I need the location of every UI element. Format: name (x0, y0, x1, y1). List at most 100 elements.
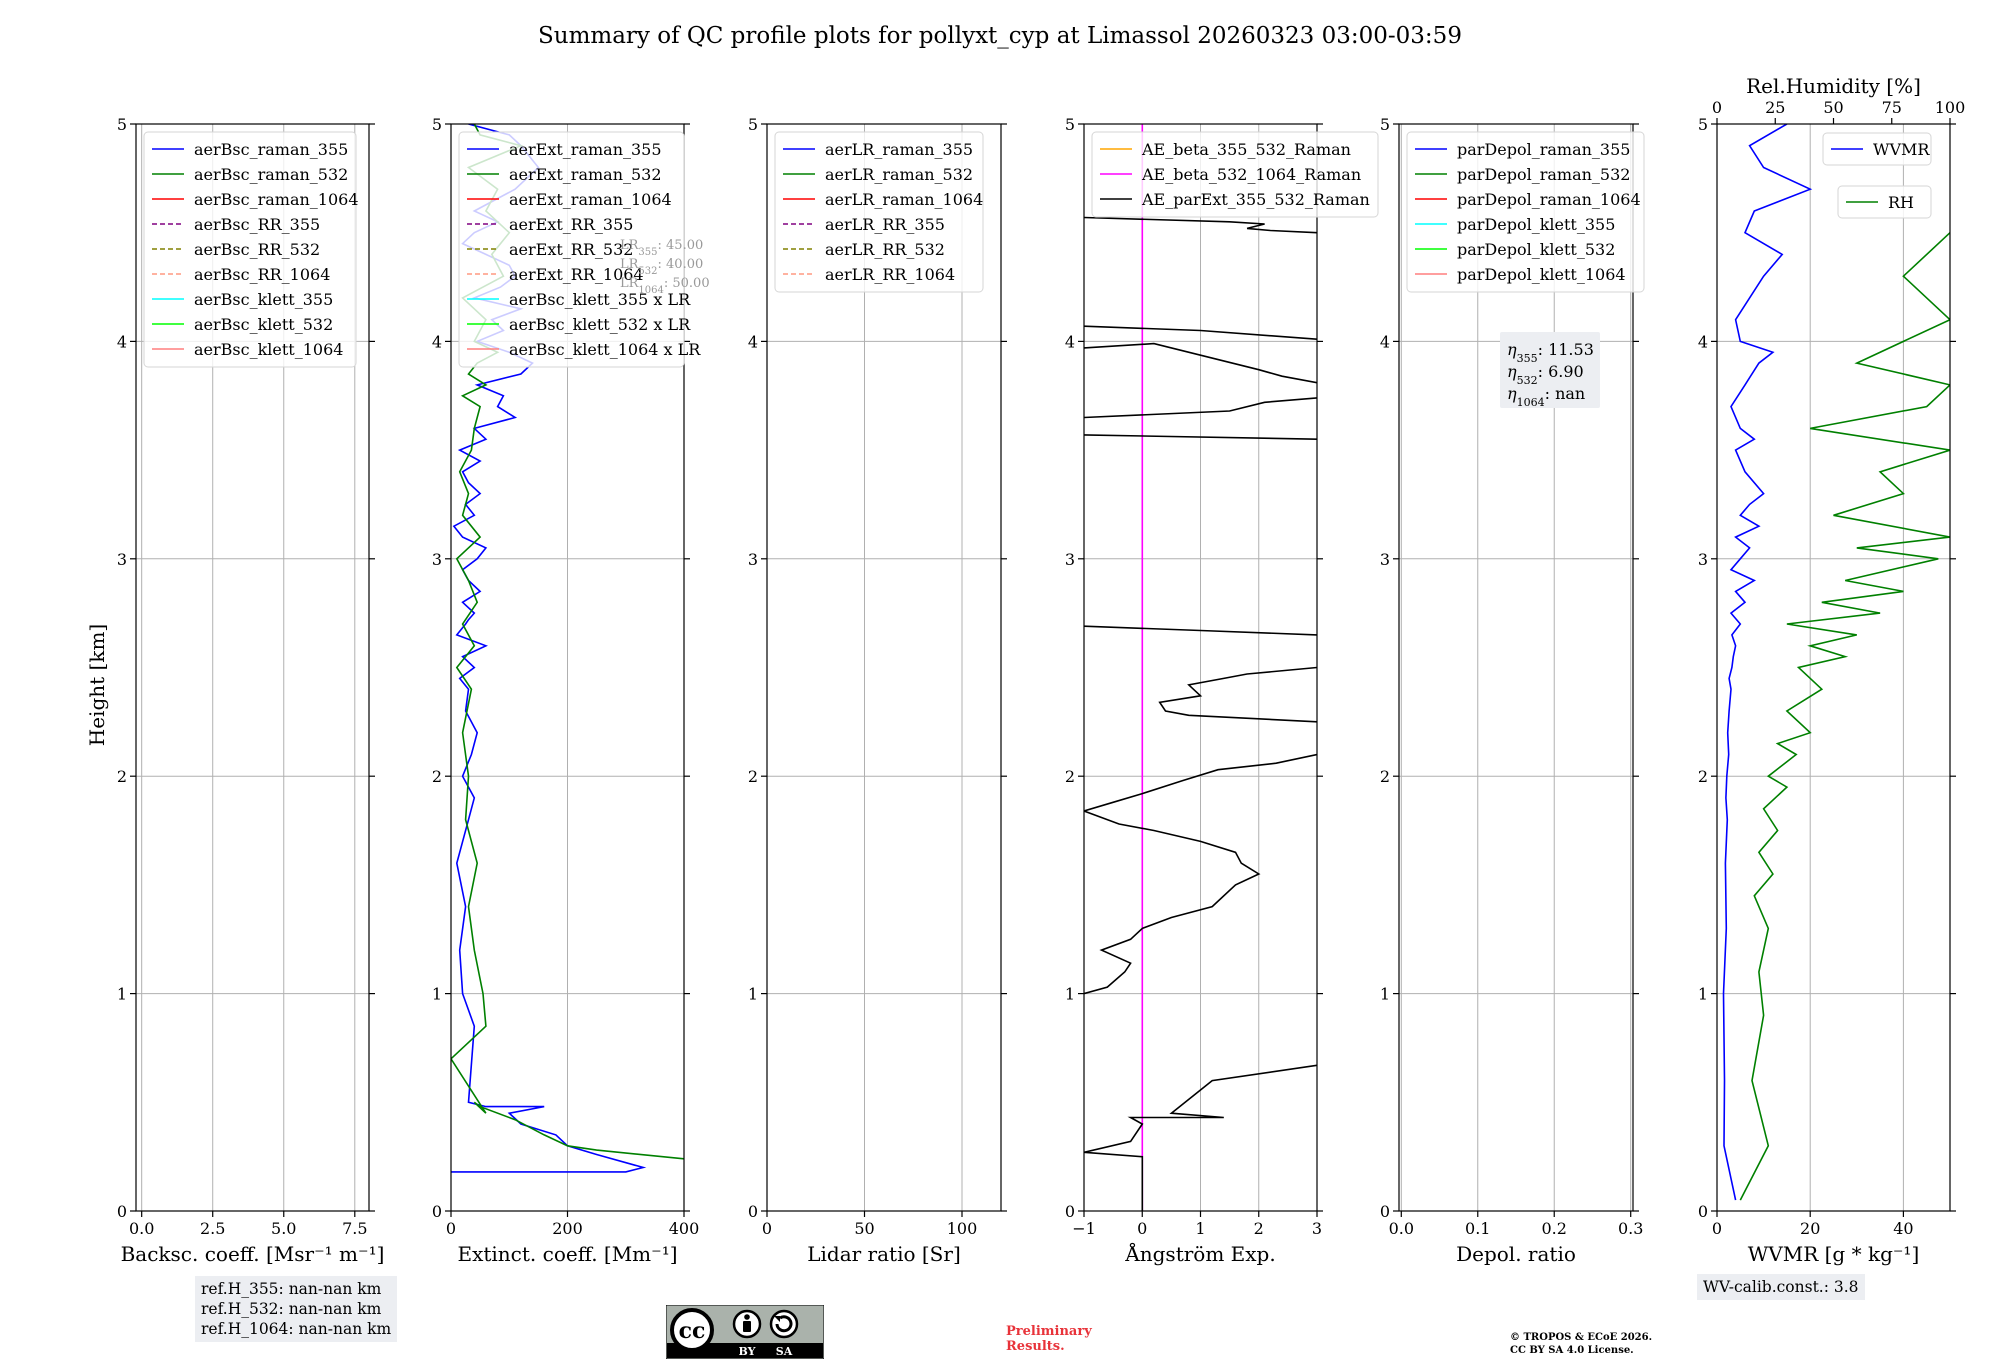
lidar-ratio-annotation: LR1064: 50.00 (620, 276, 710, 296)
legend-label: aerExt_RR_532 (509, 240, 633, 259)
x-tick-label: 50 (854, 1219, 874, 1238)
eta-symbol: η (1507, 384, 1517, 403)
legend-label: aerLR_RR_532 (825, 240, 945, 259)
x-tick-label: 0.2 (1542, 1219, 1567, 1238)
y-tick-label: 0 (1380, 1202, 1390, 1221)
eta-symbol: η (1507, 340, 1517, 359)
y-tick-label: 4 (1065, 332, 1075, 351)
y-tick-label: 1 (1065, 985, 1075, 1004)
x-axis-label: WVMR [g * kg⁻¹] (1748, 1242, 1920, 1266)
series-line-wvmr (1722, 124, 1813, 1201)
legend-label: parDepol_raman_355 (1457, 140, 1630, 159)
legend-box (1837, 185, 1932, 219)
lr-annot-rest: : 40.00 (658, 257, 704, 272)
y-tick-label: 0 (432, 1202, 442, 1221)
eta-label: η532: 6.90 (1507, 362, 1584, 387)
axes-frame (1398, 123, 1634, 1212)
y-tick-label: 0 (748, 1202, 758, 1221)
legend-label: AE_beta_532_1064_Raman (1141, 165, 1361, 184)
legend-label: aerBsc_raman_1064 (194, 190, 359, 209)
legend-bsc: aerBsc_raman_355 aerBsc_raman_532 aerBsc_r… (143, 131, 359, 368)
reference-height-box: ref.H_355: nan-nan km ref.H_532: nan-nan… (195, 1276, 398, 1342)
cc-text: cc (679, 1318, 706, 1344)
series-line-rh (1739, 232, 1950, 1201)
y-tick-label: 3 (432, 550, 442, 569)
y-tick-label: 5 (1065, 115, 1075, 134)
series-line-ae-parext-355-532-raman (1084, 216, 1317, 1211)
copyright-note: © TROPOS & ECoE 2026. CC BY SA 4.0 Licen… (1510, 1331, 1652, 1357)
legend-label: aerExt_raman_355 (509, 140, 662, 159)
x-tick-label: 200 (552, 1219, 583, 1238)
copyright-line-1: © TROPOS & ECoE 2026. (1510, 1332, 1653, 1343)
y-tick-label: 4 (748, 332, 758, 351)
legend-wv-1: RH (1837, 185, 1932, 219)
y-tick-label: 2 (432, 767, 442, 786)
x-tick-label: 0.3 (1618, 1219, 1643, 1238)
x2-tick-label: 75 (1882, 98, 1902, 117)
wv-calib-const: WV-calib.const.: 3.8 (1703, 1278, 1859, 1296)
y-tick-label: 4 (1380, 332, 1390, 351)
x-tick-label: 0.1 (1465, 1219, 1490, 1238)
y-tick-label: 1 (748, 985, 758, 1004)
x-tick-label: −1 (1072, 1219, 1096, 1238)
x2-tick-label: 25 (1765, 98, 1785, 117)
legend-label: aerBsc_RR_1064 (194, 265, 330, 284)
legend-label: aerBsc_raman_355 (194, 140, 348, 159)
x-tick-label: 3 (1312, 1219, 1322, 1238)
preliminary-line-2: Results. (1006, 1339, 1065, 1354)
figure-title: Summary of QC profile plots for pollyxt_… (538, 23, 1462, 49)
y-tick-label: 5 (1698, 115, 1708, 134)
x-tick-label: 7.5 (342, 1219, 367, 1238)
y-axis-label: Height [km] (85, 624, 109, 746)
x-tick-label: 5.0 (271, 1219, 296, 1238)
y-tick-label: 1 (117, 985, 127, 1004)
y-tick-label: 1 (1380, 985, 1390, 1004)
lr-annot-base: LR (620, 276, 640, 291)
legend-wv-0: WVMR (1822, 132, 1932, 166)
y-tick-label: 2 (1380, 767, 1390, 786)
lr-annot-rest: : 50.00 (664, 276, 710, 291)
eta-label: η355: 11.53 (1507, 340, 1594, 365)
legend-label: aerLR_raman_355 (825, 140, 973, 159)
legend-label: aerBsc_klett_355 x LR (509, 290, 691, 309)
legend-label: aerBsc_RR_532 (194, 240, 320, 259)
lr-annot-base: LR (620, 238, 640, 253)
x-tick-label: 400 (669, 1219, 700, 1238)
legend-label: aerExt_raman_1064 (509, 190, 672, 209)
axes-frame (766, 123, 1002, 1212)
cc-icon (670, 1308, 714, 1352)
x-tick-label: 0 (446, 1219, 456, 1238)
lr-annot-sub: 532 (638, 266, 657, 277)
legend-depol: parDepol_raman_355 parDepol_raman_532 parD… (1406, 131, 1645, 293)
x-tick-label: 0 (1137, 1219, 1147, 1238)
legend-ext: aerExt_raman_355 aerExt_raman_532 aerExt_r… (458, 131, 701, 368)
x-tick-label: 0.0 (129, 1219, 154, 1238)
legend-label: aerBsc_klett_1064 (194, 340, 343, 359)
eta-wavelength: 1064 (1517, 396, 1545, 409)
panels: 0 1 2 3 4 5 0.0 2.5 5.0 7.5 Backsc. coeff. [Msr⁻¹ … (117, 74, 1965, 1266)
copyright-line-2: CC BY SA 4.0 License. (1510, 1345, 1634, 1356)
wv-calibration-box: WV-calib.const.: 3.8 (1697, 1274, 1865, 1300)
preliminary-results-note: Preliminary Results. (1006, 1324, 1092, 1354)
legend-label: parDepol_klett_532 (1457, 240, 1615, 259)
x2-tick-label: 100 (1935, 98, 1966, 117)
x-tick-label: 20 (1800, 1219, 1820, 1238)
legend-label: aerBsc_klett_1064 x LR (509, 340, 701, 359)
legend-label: WVMR (1873, 140, 1930, 159)
legend-label: parDepol_raman_1064 (1457, 190, 1641, 209)
x-tick-label: 40 (1893, 1219, 1913, 1238)
panel-depol: 0 1 2 3 4 5 0.0 0.1 0.2 0.3 Depol. ratio parDepol_r… (1380, 115, 1645, 1266)
legend-box (458, 131, 685, 368)
share-alike-icon (769, 1309, 799, 1339)
y-tick-label: 1 (432, 985, 442, 1004)
legend-label: aerBsc_klett_355 (194, 290, 333, 309)
y-tick-label: 5 (432, 115, 442, 134)
y-tick-label: 5 (117, 115, 127, 134)
y-tick-label: 2 (1065, 767, 1075, 786)
legend-label: parDepol_klett_1064 (1457, 265, 1626, 284)
x-axis-label: Lidar ratio [Sr] (807, 1242, 961, 1266)
y-tick-label: 3 (1065, 550, 1075, 569)
